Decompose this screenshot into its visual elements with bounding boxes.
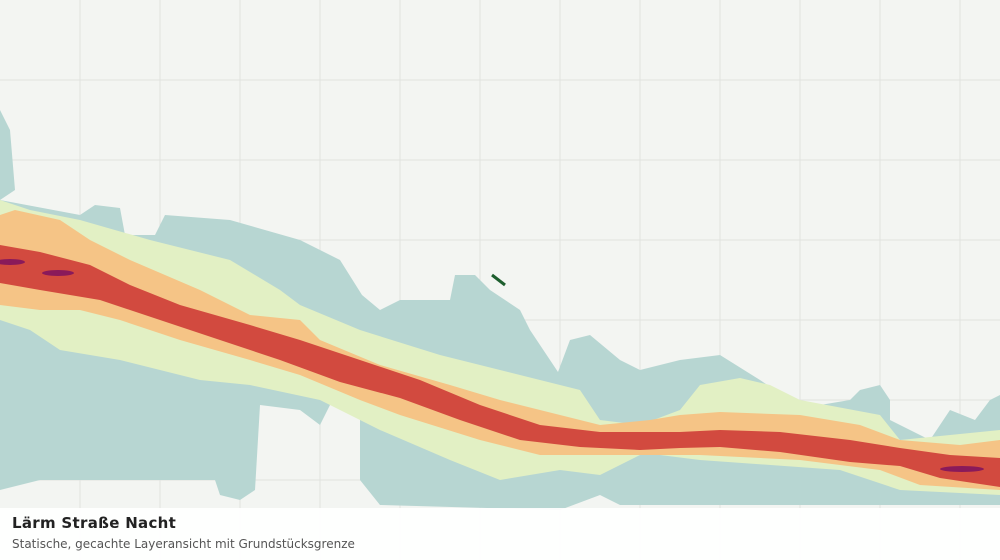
noise-zone-extreme <box>0 259 984 472</box>
map-subtitle: Statische, gecachte Layeransicht mit Gru… <box>12 537 355 551</box>
caption: Lärm Straße Nacht Statische, gecachte La… <box>0 508 1000 560</box>
map-title: Lärm Straße Nacht <box>12 514 177 532</box>
noise-zone-very-high <box>0 245 1000 487</box>
noise-zone-high <box>0 210 1000 490</box>
parcel-boundary <box>491 273 506 287</box>
